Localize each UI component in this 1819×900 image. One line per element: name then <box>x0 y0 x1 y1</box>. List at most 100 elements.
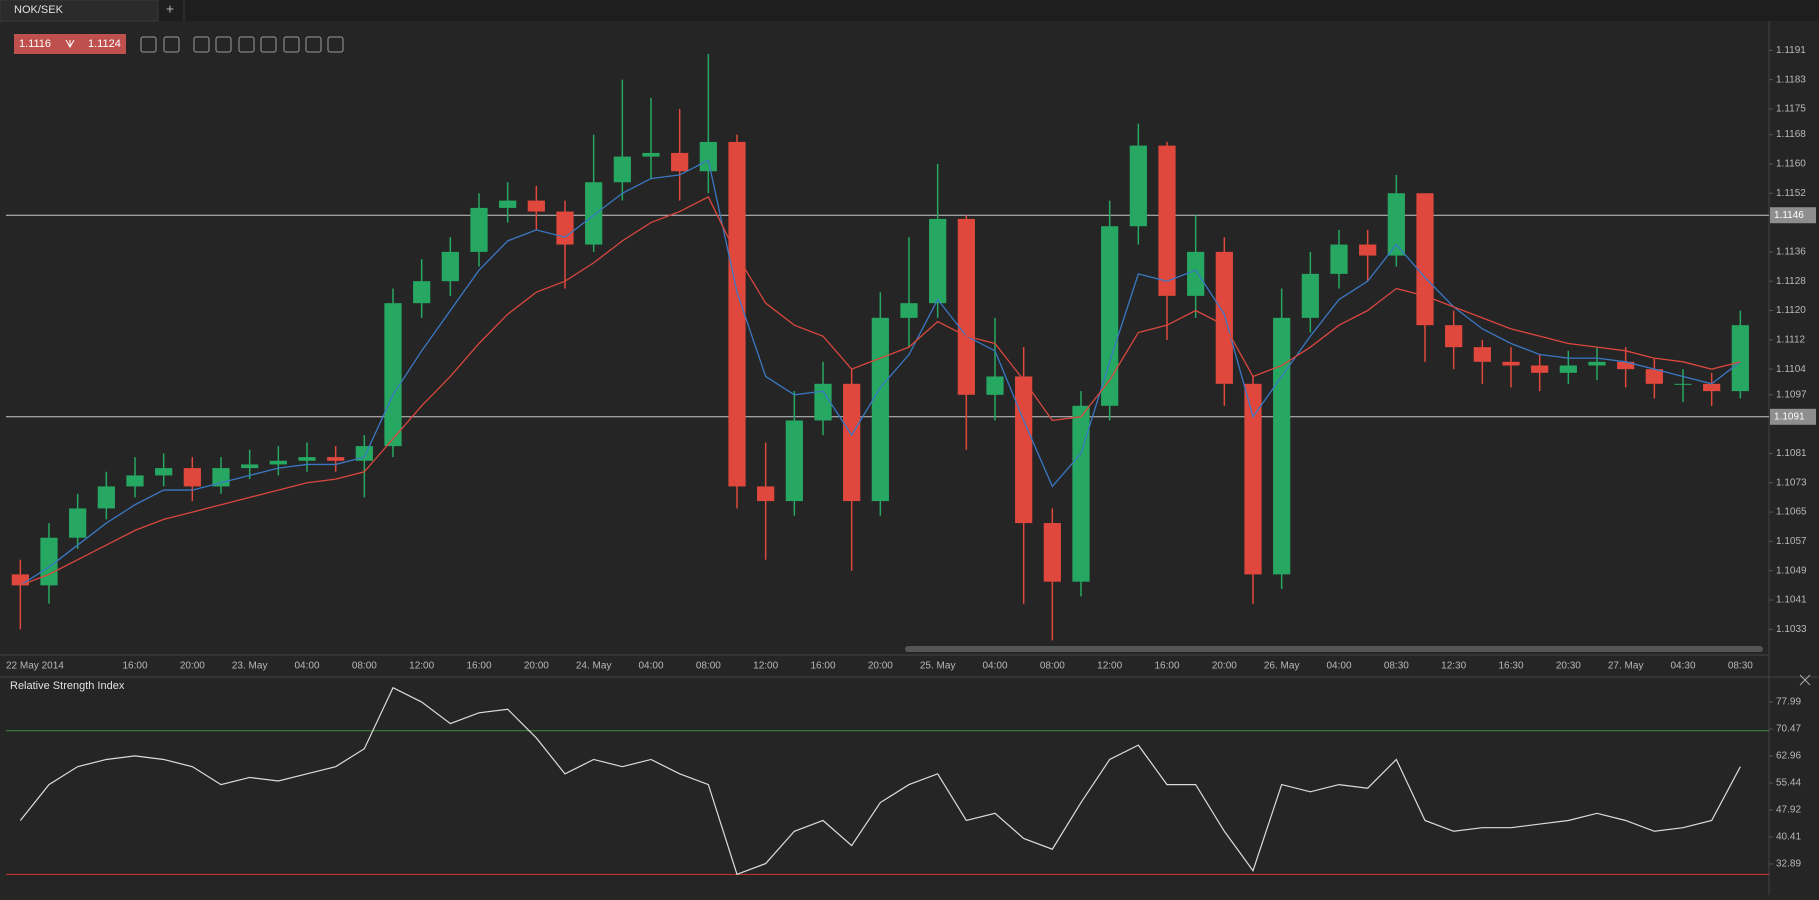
candle-body <box>69 508 87 538</box>
bid-price: 1.1116 <box>19 38 51 50</box>
timeframe[interactable] <box>193 36 210 53</box>
candle-body <box>241 464 259 469</box>
x-tick-label: 16:00 <box>122 661 147 672</box>
candle-body <box>843 383 861 502</box>
candle-body <box>585 182 603 245</box>
y-tick-label: 1.1175 <box>1776 104 1806 115</box>
candle-body <box>1215 251 1233 384</box>
x-tick-label: 16:00 <box>1154 661 1179 672</box>
candle-body <box>1015 376 1033 524</box>
x-tick-label: 12:00 <box>409 661 434 672</box>
candle-body <box>1072 405 1090 582</box>
candle-body <box>355 446 373 461</box>
y-tick-label: 1.1097 <box>1776 389 1807 400</box>
rsi-line <box>19 686 1741 876</box>
candle-body <box>642 152 660 157</box>
candle-body <box>900 303 918 318</box>
x-tick-label: 20:00 <box>868 661 893 672</box>
candle-body <box>126 475 144 487</box>
x-tick-label: 08:00 <box>1040 661 1065 672</box>
candle-body <box>1617 361 1635 370</box>
x-tick-label: 04:30 <box>1670 661 1695 672</box>
candle-body <box>155 468 173 476</box>
edit[interactable] <box>305 36 322 53</box>
candle-body <box>1445 325 1463 348</box>
candle-body <box>699 141 717 172</box>
candle-body <box>11 574 29 586</box>
copy[interactable] <box>283 36 300 53</box>
x-tick-label: 04:00 <box>638 661 663 672</box>
candle-body <box>470 207 488 252</box>
candle-body <box>1674 383 1692 385</box>
candle-body <box>269 460 287 465</box>
y-tick-label: 1.1104 <box>1776 364 1806 375</box>
tab[interactable] <box>0 0 159 22</box>
x-tick-label: 08:00 <box>352 661 377 672</box>
candle-body <box>1359 244 1377 256</box>
y-tick-label: 1.1033 <box>1776 624 1807 635</box>
y-tick-label: 1.1081 <box>1776 448 1807 459</box>
chart-type[interactable] <box>215 36 232 53</box>
candle-body <box>757 486 775 502</box>
down-arrow <box>65 39 75 49</box>
level-label: 1.1091 <box>1774 411 1805 422</box>
indicators[interactable] <box>238 36 255 53</box>
draw[interactable] <box>327 36 344 53</box>
y-tick-label: 70.47 <box>1776 724 1801 735</box>
y-tick-label: 47.92 <box>1776 805 1801 816</box>
candle-body <box>1703 383 1721 392</box>
candle-body <box>1531 365 1549 373</box>
x-tick-label: 20:30 <box>1556 661 1581 672</box>
candle-body <box>957 218 975 395</box>
x-tick-label: 04:00 <box>294 661 319 672</box>
y-tick-label: 1.1183 <box>1776 74 1806 85</box>
ask-price: 1.1124 <box>88 38 121 50</box>
x-tick-label: 16:00 <box>810 661 835 672</box>
candle-body <box>1387 193 1405 256</box>
candle-body <box>1731 325 1749 392</box>
x-tick-label: 04:00 <box>1326 661 1351 672</box>
candle-body <box>40 537 58 586</box>
zoom-in[interactable] <box>163 36 180 53</box>
x-tick-label: 25. May <box>920 661 956 672</box>
close-pane[interactable] <box>1799 674 1811 686</box>
candle-body <box>1559 365 1577 373</box>
zoom-out[interactable] <box>140 36 157 53</box>
x-tick-label: 23. May <box>232 661 268 672</box>
candle-body <box>986 376 1004 395</box>
level-label: 1.1146 <box>1774 210 1804 221</box>
candle-body <box>1129 145 1147 227</box>
y-tick-label: 40.41 <box>1776 832 1801 843</box>
x-tick-label: 16:00 <box>466 661 491 672</box>
candle-body <box>1244 383 1262 575</box>
x-tick-label: 04:00 <box>982 661 1007 672</box>
candle-body <box>1043 523 1061 582</box>
y-tick-label: 1.1128 <box>1776 276 1806 287</box>
candle-body <box>1273 317 1291 575</box>
x-tick-label: 26. May <box>1264 661 1300 672</box>
y-tick-label: 1.1152 <box>1776 188 1806 199</box>
x-tick-label: 08:00 <box>696 661 721 672</box>
candle-body <box>814 383 832 421</box>
scrollbar[interactable] <box>905 646 1763 652</box>
x-tick-label: 12:00 <box>753 661 778 672</box>
y-tick-label: 1.1065 <box>1776 507 1807 518</box>
level-label-box <box>1770 408 1816 425</box>
y-tick-label: 1.1168 <box>1776 129 1806 140</box>
x-tick-label: 20:00 <box>524 661 549 672</box>
y-tick-label: 32.89 <box>1776 859 1801 870</box>
add-tab[interactable]: + <box>166 1 174 17</box>
y-tick-label: 62.96 <box>1776 751 1801 762</box>
candle-body <box>1187 251 1205 296</box>
compare[interactable] <box>260 36 277 53</box>
candle-body <box>871 317 889 502</box>
candle-body <box>499 200 517 208</box>
candle-body <box>327 457 345 461</box>
candle-body <box>298 457 316 461</box>
x-tick-label: 22 May 2014 <box>6 661 64 672</box>
candle-body <box>929 218 947 304</box>
candle-body <box>1158 145 1176 296</box>
candle-body <box>441 251 459 282</box>
